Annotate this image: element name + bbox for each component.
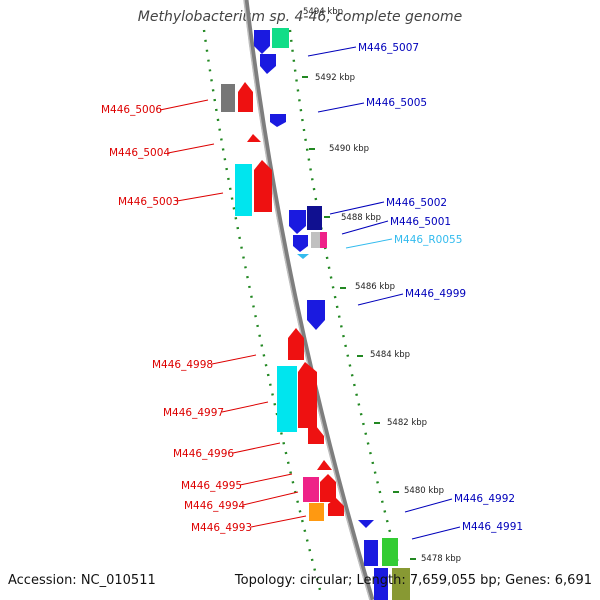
gene-m446-4997-cyan[interactable]	[277, 366, 297, 432]
kbp-tick-mark	[340, 287, 346, 289]
gene-label[interactable]: M446_R0055	[394, 234, 462, 246]
gene-m446-4991-green[interactable]	[382, 538, 398, 566]
gene-m446-5001-pink[interactable]	[320, 232, 327, 248]
gene-m446-5001[interactable]	[293, 235, 308, 252]
gene-m446-4995-small[interactable]	[317, 460, 332, 470]
kbp-label: 5486 kbp	[355, 282, 395, 292]
gene-top-blue[interactable]	[254, 30, 270, 54]
kbp-axis: 5494 kbp 5492 kbp 5490 kbp 5488 kbp 5486…	[302, 7, 461, 564]
gene-label[interactable]: M446_4992	[454, 493, 515, 505]
kbp-label: 5492 kbp	[315, 73, 355, 83]
gene-m446-5003[interactable]	[254, 160, 272, 212]
gene-label[interactable]: M446_5007	[358, 42, 419, 54]
kbp-label: 5478 kbp	[421, 554, 461, 564]
gene-label[interactable]: M446_4996	[173, 448, 234, 460]
gene-label[interactable]: M446_5005	[366, 97, 427, 109]
kbp-tick-mark	[309, 148, 315, 150]
kbp-label: 5494 kbp	[303, 7, 343, 17]
gene-m446-5006[interactable]	[238, 82, 253, 112]
genome-backbone	[243, 0, 375, 600]
kbp-tick-mark	[410, 558, 416, 560]
leader-line	[232, 442, 281, 454]
leader-line	[345, 238, 393, 249]
gene-labels-right: M446_5007 M446_5005 M446_5002 M446_5001 …	[358, 42, 523, 533]
gene-m446-4995[interactable]	[303, 477, 319, 502]
gene-label[interactable]: M446_5003	[118, 196, 179, 208]
leader-line	[167, 143, 215, 154]
kbp-tick-mark	[324, 216, 330, 218]
gene-label[interactable]: M446_5001	[390, 216, 451, 228]
kbp-tick-mark	[374, 422, 380, 424]
leader-line	[357, 293, 404, 306]
gene-bottom-olive[interactable]	[392, 568, 410, 600]
gene-m446-5001-gray[interactable]	[311, 232, 321, 248]
gene-label[interactable]: M446_5002	[386, 197, 447, 209]
gene-label[interactable]: M446_4993	[191, 522, 252, 534]
leader-line	[221, 401, 269, 413]
kbp-label: 5484 kbp	[370, 350, 410, 360]
kbp-label: 5490 kbp	[329, 144, 369, 154]
gene-top-green[interactable]	[272, 28, 289, 48]
leader-lines-left	[159, 99, 307, 528]
gene-m446-5003-cyan[interactable]	[235, 164, 252, 216]
gene-m446-4993[interactable]	[309, 503, 324, 521]
gene-label[interactable]: M446_4995	[181, 480, 242, 492]
gene-m446-4994[interactable]	[320, 474, 336, 502]
kbp-label: 5482 kbp	[387, 418, 427, 428]
gene-label[interactable]: M446_4998	[152, 359, 213, 371]
gene-m446-4992[interactable]	[358, 520, 374, 528]
gene-label[interactable]: M446_5006	[101, 104, 162, 116]
gene-label[interactable]: M446_5004	[109, 147, 170, 159]
reverse-genes	[254, 28, 410, 600]
gene-m446-5005[interactable]	[270, 114, 286, 127]
gene-m446-4999[interactable]	[307, 300, 325, 330]
leader-line	[307, 46, 357, 57]
gene-bottom-blue[interactable]	[374, 568, 388, 600]
kbp-label: 5488 kbp	[341, 213, 381, 223]
genome-stats-text: Topology: circular; Length: 7,659,055 bp…	[234, 573, 592, 588]
leader-line	[411, 526, 461, 540]
kbp-tick-mark	[302, 76, 308, 78]
kbp-tick-mark	[357, 355, 363, 357]
leader-line	[242, 491, 299, 506]
gene-m446-5002-dark[interactable]	[307, 206, 322, 230]
leader-line	[176, 192, 224, 202]
leader-line	[404, 498, 453, 513]
kbp-label: 5480 kbp	[404, 486, 444, 496]
gene-m446-4993-red[interactable]	[328, 498, 344, 516]
gene-label[interactable]: M446_4997	[163, 407, 224, 419]
gene-m446-r0055[interactable]	[297, 254, 309, 259]
leader-line	[341, 220, 389, 235]
map-title: Methylobacterium sp. 4-46, complete geno…	[137, 9, 463, 25]
leader-line	[211, 354, 257, 365]
kbp-tick-mark	[393, 491, 399, 493]
gene-m446-4997[interactable]	[298, 362, 317, 428]
gene-m446-4996[interactable]	[308, 426, 324, 444]
gene-m446-4991-blue[interactable]	[364, 540, 378, 566]
gene-m446-5002[interactable]	[289, 210, 306, 234]
gene-labels-left: M446_5006 M446_5004 M446_5003 M446_4998 …	[101, 104, 252, 534]
forward-genes	[221, 82, 344, 521]
leader-lines-right	[307, 46, 461, 540]
leader-line	[239, 473, 293, 486]
genome-backbone-highlight	[243, 0, 371, 600]
leader-line	[317, 102, 365, 113]
accession-text: Accession: NC_010511	[8, 573, 156, 588]
gene-label[interactable]: M446_4991	[462, 521, 523, 533]
gene-label[interactable]: M446_4999	[405, 288, 466, 300]
leader-line	[159, 99, 209, 111]
gene-m446-4998[interactable]	[288, 328, 304, 360]
leader-line	[250, 515, 307, 528]
gene-m446-5004[interactable]	[247, 134, 261, 142]
gene-label[interactable]: M446_4994	[184, 500, 245, 512]
gene-m446-5006-gray[interactable]	[221, 84, 235, 112]
leader-line	[329, 201, 385, 215]
gene-m446-5007[interactable]	[260, 54, 276, 74]
